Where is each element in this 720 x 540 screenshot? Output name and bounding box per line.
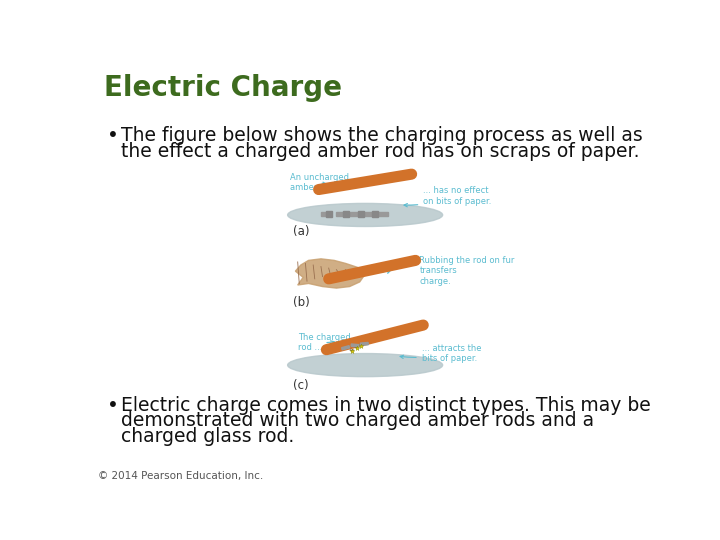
Text: (c): (c)	[293, 379, 309, 392]
Bar	[350, 212, 360, 215]
Text: the effect a charged amber rod has on scraps of paper.: the effect a charged amber rod has on sc…	[121, 142, 639, 161]
Ellipse shape	[287, 204, 443, 226]
Text: The charged
rod ...: The charged rod ...	[297, 333, 351, 352]
Polygon shape	[295, 259, 365, 288]
Bar	[321, 212, 331, 215]
Ellipse shape	[287, 354, 443, 377]
Bar	[351, 344, 359, 347]
Bar	[364, 212, 374, 215]
Text: Electric Charge: Electric Charge	[104, 74, 342, 102]
Text: An uncharged
amber rod ...: An uncharged amber rod ...	[290, 173, 349, 192]
Text: ... has no effect
on bits of paper.: ... has no effect on bits of paper.	[404, 186, 492, 207]
Bar	[360, 342, 368, 346]
Text: The figure below shows the charging process as well as: The figure below shows the charging proc…	[121, 126, 643, 145]
Text: •: •	[107, 396, 119, 415]
Text: © 2014 Pearson Education, Inc.: © 2014 Pearson Education, Inc.	[98, 471, 263, 481]
Text: Rubbing the rod on fur
transfers
charge.: Rubbing the rod on fur transfers charge.	[400, 256, 515, 286]
Bar	[377, 212, 387, 215]
Text: demonstrated with two charged amber rods and a: demonstrated with two charged amber rods…	[121, 411, 594, 430]
Text: •: •	[107, 126, 119, 145]
Text: ... attracts the
bits of paper.: ... attracts the bits of paper.	[400, 343, 481, 363]
Bar	[336, 212, 346, 215]
Bar	[341, 346, 350, 350]
Text: charged glass rod.: charged glass rod.	[121, 427, 294, 446]
Text: (a): (a)	[293, 225, 310, 238]
Text: Electric charge comes in two distinct types. This may be: Electric charge comes in two distinct ty…	[121, 396, 651, 415]
Text: (b): (b)	[293, 296, 310, 309]
